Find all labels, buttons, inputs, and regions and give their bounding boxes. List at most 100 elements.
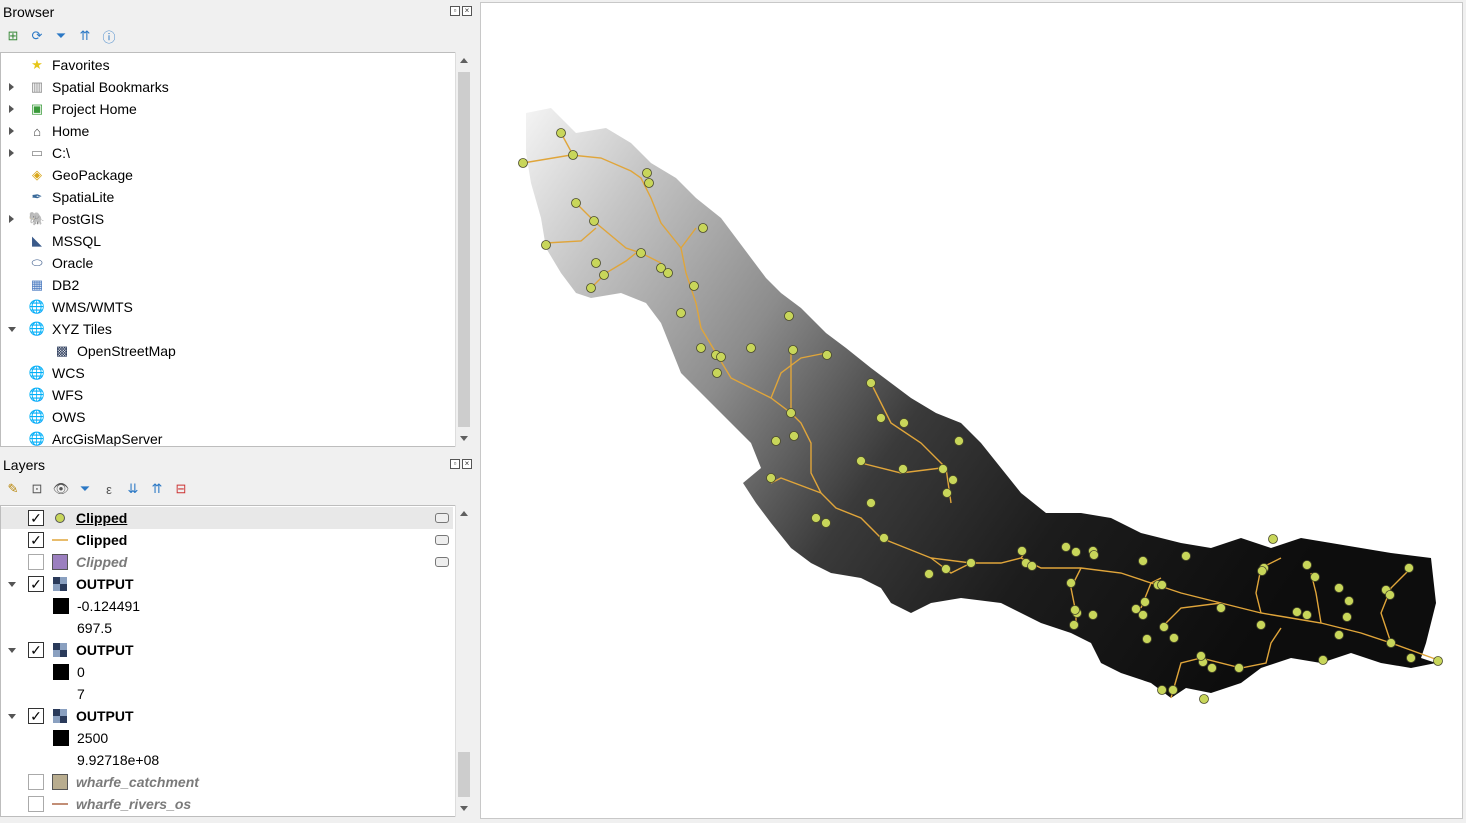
chevron-down-icon[interactable] [8, 648, 16, 653]
legend-color-swatch [53, 620, 69, 636]
collapse-all-icon[interactable]: ⇈ [79, 28, 91, 43]
layer-item[interactable]: wharfe_catchment [1, 771, 453, 793]
add-selected-layers-icon[interactable]: ⊞ [7, 28, 19, 43]
layers-scrollbar[interactable] [455, 505, 471, 817]
info-icon[interactable]: ⓘ [102, 29, 116, 45]
chevron-right-icon[interactable] [9, 215, 14, 223]
browser-item-label: C:\ [52, 145, 70, 161]
point-feature [1256, 620, 1266, 630]
browser-tree[interactable]: ★ Favorites ▥ Spatial Bookmarks ▣ Project Hom… [0, 52, 456, 447]
chevron-right-icon[interactable] [9, 105, 14, 113]
browser-item[interactable]: 🌐 WFS [28, 384, 83, 406]
chevron-down-icon[interactable] [8, 582, 16, 587]
legend-color-swatch [53, 752, 69, 768]
layer-indicator-icon[interactable] [435, 535, 449, 545]
browser-item[interactable]: ◣ MSSQL [28, 230, 101, 252]
browser-item-label: ArcGisMapServer [52, 431, 163, 447]
scroll-up-icon[interactable] [460, 511, 468, 516]
scroll-thumb[interactable] [458, 752, 470, 797]
point-feature [636, 248, 646, 258]
scroll-down-icon[interactable] [460, 436, 468, 441]
chevron-right-icon[interactable] [9, 149, 14, 157]
browser-item-label: Home [52, 123, 90, 139]
filter-legend-icon[interactable]: ⏷ [79, 481, 91, 496]
browser-item[interactable]: 🐘 PostGIS [9, 208, 104, 230]
browser-item-label: GeoPackage [52, 167, 133, 183]
layer-item[interactable]: ✓ Clipped [1, 507, 453, 529]
legend-entry[interactable]: 0 [1, 661, 453, 683]
browser-scrollbar[interactable] [455, 52, 471, 447]
map-canvas[interactable] [480, 2, 1463, 819]
layer-visibility-checkbox[interactable]: ✓ [28, 708, 44, 724]
layer-name: OUTPUT [76, 708, 134, 724]
river-line [575, 202, 662, 264]
point-feature [656, 263, 666, 273]
raster-layer-icon [52, 642, 68, 658]
chevron-right-icon[interactable] [9, 83, 14, 91]
layers-panel-title: Layers [3, 457, 46, 473]
browser-item[interactable]: ◈ GeoPackage [28, 164, 133, 186]
scroll-thumb[interactable] [458, 72, 470, 427]
point-feature [642, 168, 652, 178]
browser-item[interactable]: ▦ DB2 [28, 274, 79, 296]
filter-expression-icon[interactable]: ε [106, 481, 112, 497]
browser-item[interactable]: ⌂ Home [9, 120, 90, 142]
legend-entry[interactable]: -0.124491 [1, 595, 453, 617]
expand-all-icon[interactable]: ⇊ [127, 481, 139, 496]
style-manager-icon[interactable]: ✎ [7, 481, 19, 496]
layer-item[interactable]: wharfe_rivers_os [1, 793, 453, 815]
browser-item[interactable]: ▣ Project Home [9, 98, 137, 120]
browser-item[interactable]: ★ Favorites [28, 54, 109, 76]
chevron-right-icon[interactable] [9, 127, 14, 135]
browser-item[interactable]: 🌐 WCS [28, 362, 85, 384]
browser-item[interactable]: ▭ C:\ [9, 142, 70, 164]
map-svg[interactable] [481, 3, 1464, 820]
layer-visibility-checkbox[interactable]: ✓ [28, 510, 44, 526]
filter-icon[interactable]: ⏷ [55, 28, 67, 43]
refresh-icon[interactable]: ⟳ [31, 28, 43, 43]
legend-entry[interactable]: 697.5 [1, 617, 453, 639]
layer-item[interactable]: ✓ OUTPUT [1, 705, 453, 727]
layer-visibility-checkbox[interactable] [28, 796, 44, 812]
left-panels: Browser ▫ × ⊞ ⟳ ⏷ ⇈ ⓘ ★ Favorites ▥ Spatial… [0, 0, 476, 822]
scroll-up-icon[interactable] [460, 58, 468, 63]
layer-item[interactable]: ✓ OUTPUT [1, 573, 453, 595]
layer-visibility-checkbox[interactable] [28, 774, 44, 790]
browser-item[interactable]: 🌐 OWS [28, 406, 86, 428]
layer-visibility-checkbox[interactable]: ✓ [28, 642, 44, 658]
point-feature [924, 569, 934, 579]
chevron-down-icon[interactable] [8, 714, 16, 719]
river-line [1070, 567, 1082, 628]
browser-item[interactable]: 🌐 WMS/WMTS [28, 296, 133, 318]
chevron-down-icon[interactable] [8, 327, 16, 332]
legend-entry[interactable]: 9.92718e+08 [1, 749, 453, 771]
browser-item[interactable]: 🌐 XYZ Tiles [8, 318, 112, 340]
browser-item[interactable]: 🌐 ArcGisMapServer [28, 428, 163, 447]
layer-item[interactable]: ✓ Clipped [1, 529, 453, 551]
legend-entry[interactable]: 7 [1, 683, 453, 705]
layer-visibility-checkbox[interactable] [28, 554, 44, 570]
layer-indicator-icon[interactable] [435, 557, 449, 567]
legend-entry[interactable]: 2500 [1, 727, 453, 749]
manage-visibility-icon[interactable]: 👁 [52, 481, 70, 496]
close-icon[interactable]: × [462, 6, 472, 16]
remove-layer-icon[interactable]: ⊟ [175, 481, 187, 496]
browser-item[interactable]: ⬭ Oracle [28, 252, 93, 274]
collapse-all-icon[interactable]: ⇈ [151, 481, 163, 496]
point-feature [784, 311, 794, 321]
float-icon[interactable]: ▫ [450, 459, 460, 469]
point-feature [898, 464, 908, 474]
layer-indicator-icon[interactable] [435, 513, 449, 523]
scroll-down-icon[interactable] [460, 806, 468, 811]
layer-item[interactable]: Clipped [1, 551, 453, 573]
layers-tree[interactable]: ✓ Clipped ✓ Clipped Clipped ✓ OUTPUT -0.124491 6… [0, 505, 456, 817]
layer-visibility-checkbox[interactable]: ✓ [28, 532, 44, 548]
close-icon[interactable]: × [462, 459, 472, 469]
add-group-icon[interactable]: ⊡ [31, 481, 43, 496]
layer-item[interactable]: ✓ OUTPUT [1, 639, 453, 661]
browser-item[interactable]: ▩ OpenStreetMap [53, 340, 176, 362]
browser-item[interactable]: ✒ SpatiaLite [28, 186, 115, 208]
browser-item[interactable]: ▥ Spatial Bookmarks [9, 76, 169, 98]
float-icon[interactable]: ▫ [450, 6, 460, 16]
layer-visibility-checkbox[interactable]: ✓ [28, 576, 44, 592]
